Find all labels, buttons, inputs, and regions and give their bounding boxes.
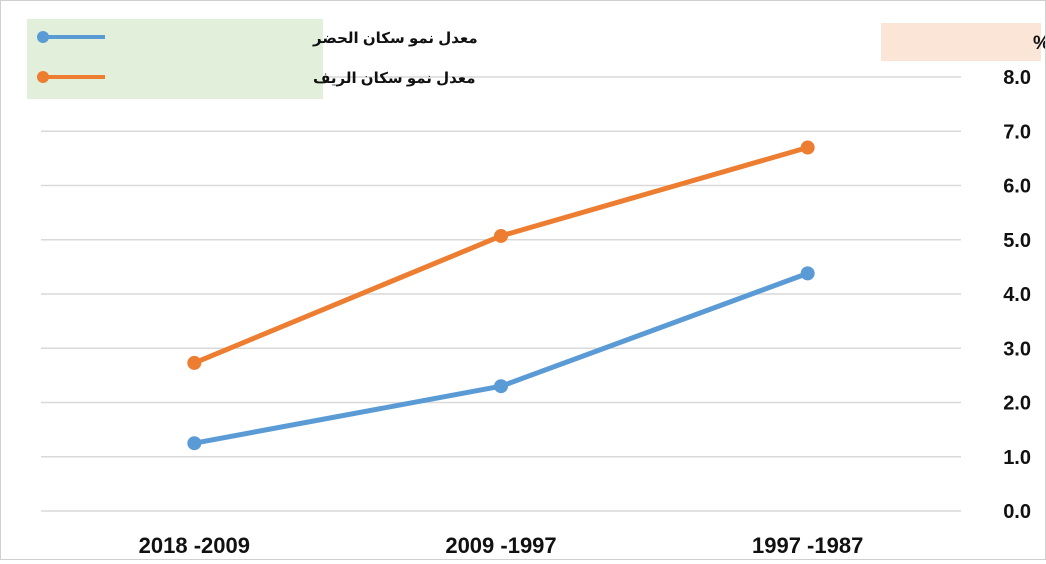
y-axis-title: معدل النمو % [881, 23, 1046, 61]
y-axis-title-background [881, 23, 1041, 61]
legend-entry-urban: معدل نمو سكان الحضر [37, 30, 478, 47]
legend-swatch-marker-urban [37, 31, 49, 43]
data-point [187, 355, 202, 370]
x-category-label: 2009 -1997 [445, 533, 556, 558]
series-0 [187, 266, 815, 451]
y-axis-ticks: 0.0 1.0 2.0 3.0 4.0 5.0 6.0 7.0 8.0 [1003, 67, 1031, 523]
y-tick-label: 6.0 [1003, 176, 1031, 198]
data-point [494, 379, 508, 394]
x-category-label: 1997 -1987 [752, 533, 863, 558]
grid-lines [41, 76, 961, 512]
y-tick-label: 8.0 [1003, 67, 1031, 89]
y-tick-label: 1.0 [1003, 447, 1031, 469]
y-tick-label: 3.0 [1003, 338, 1031, 360]
data-point [187, 436, 202, 451]
legend-label-urban: معدل نمو سكان الحضر [312, 30, 478, 47]
legend-label-rural: معدل نمو سكان الريف [313, 70, 476, 87]
data-point [494, 228, 508, 243]
legend-entry-rural: معدل نمو سكان الريف [37, 70, 476, 87]
series-lines [187, 140, 815, 451]
series-1 [187, 140, 815, 370]
y-tick-label: 2.0 [1003, 393, 1031, 415]
y-tick-label: 0.0 [1003, 501, 1031, 523]
data-point [800, 266, 815, 281]
series-line [191, 270, 811, 446]
y-tick-label: 7.0 [1003, 121, 1031, 143]
series-line [191, 145, 811, 366]
data-point [800, 140, 815, 155]
legend: معدل نمو سكان الحضر معدل نمو سكان الريف [27, 19, 478, 99]
legend-background [27, 19, 323, 99]
x-category-label: 2018 -2009 [139, 533, 250, 558]
y-tick-label: 5.0 [1003, 230, 1031, 252]
x-axis-categories: 2018 -2009 2009 -1997 1997 -1987 [139, 533, 864, 558]
y-axis-title-text: معدل النمو % [1033, 33, 1045, 54]
y-tick-label: 4.0 [1003, 284, 1031, 306]
legend-swatch-marker-rural [37, 71, 49, 83]
